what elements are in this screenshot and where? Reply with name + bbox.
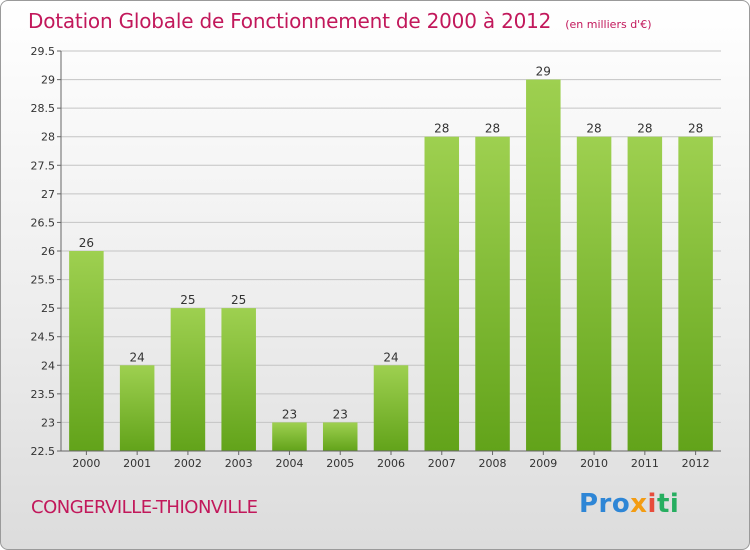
bar-value-label: 28: [586, 122, 601, 136]
bar: [170, 308, 206, 451]
y-tick-label: 24: [41, 359, 55, 372]
x-axis: 2000 2001 2002 2003 2004 2005 2006 2007 2008 2009…: [61, 450, 721, 470]
bar-value-label: 26: [79, 236, 94, 250]
bar-value-label: 25: [231, 293, 246, 307]
chart-title-text: Dotation Globale de Fonctionnement de 20…: [28, 9, 552, 33]
bar: [424, 136, 460, 451]
y-tick-label: 29.5: [31, 45, 56, 58]
x-tick-label: 2000: [72, 457, 100, 470]
bar-value-label: 23: [282, 407, 297, 421]
chart-subtitle: (en milliers d'€): [565, 18, 652, 31]
bar-chart: 22.5 23 23.5 24 24.5 25 25.5 26 26.5 27 27.5 28 28.5…: [31, 45, 721, 470]
bar: [322, 422, 358, 451]
x-tick-label: 2007: [428, 457, 456, 470]
bar: [475, 136, 510, 451]
commune-name: CONGERVILLE-THIONVILLE: [31, 497, 258, 518]
y-tick-label: 26.5: [31, 216, 56, 229]
bar: [69, 251, 104, 451]
x-tick-label: 2002: [174, 457, 202, 470]
bar-value-label: 23: [333, 407, 348, 421]
y-tick-label: 26: [41, 245, 55, 258]
bar-value-label: 28: [485, 122, 500, 136]
bar-value-label: 28: [637, 122, 652, 136]
bar-value-label: 29: [536, 65, 551, 79]
y-tick-label: 25: [41, 302, 55, 315]
bar-value-label: 24: [130, 350, 145, 364]
bar: [627, 136, 663, 451]
bars: 26 24 25 25 23 23 24 28 28 29 28 28 28: [69, 65, 713, 452]
bar: [272, 422, 307, 451]
x-tick-label: 2011: [631, 457, 659, 470]
y-tick-label: 23.5: [31, 388, 56, 401]
x-tick-label: 2008: [479, 457, 507, 470]
x-tick-label: 2006: [377, 457, 405, 470]
x-tick-label: 2003: [225, 457, 253, 470]
bar-value-label: 25: [180, 293, 195, 307]
bar-value-label: 28: [434, 122, 449, 136]
chart-title: Dotation Globale de Fonctionnement de 20…: [28, 9, 651, 33]
y-tick-label: 27: [41, 188, 55, 201]
bar: [221, 308, 256, 451]
y-tick-label: 28: [41, 131, 55, 144]
x-tick-label: 2012: [682, 457, 710, 470]
x-tick-label: 2010: [580, 457, 608, 470]
bar-value-label: 24: [383, 350, 398, 364]
y-tick-label: 29: [41, 74, 55, 87]
bar: [678, 136, 713, 451]
x-tick-label: 2005: [326, 457, 354, 470]
proxiti-logo: Proxiti: [579, 489, 679, 519]
y-tick-label: 22.5: [31, 445, 56, 458]
bar: [373, 365, 409, 451]
bar-value-label: 28: [688, 122, 703, 136]
x-tick-label: 2004: [275, 457, 303, 470]
x-tick-label: 2009: [529, 457, 557, 470]
y-tick-label: 24.5: [31, 331, 56, 344]
bar: [526, 79, 561, 452]
y-tick-label: 23: [41, 416, 55, 429]
logo-part-1: Pro: [579, 489, 631, 519]
y-tick-label: 27.5: [31, 159, 56, 172]
logo-part-2: x: [630, 489, 648, 519]
x-tick-label: 2001: [123, 457, 151, 470]
bar: [119, 365, 155, 451]
y-tick-label: 25.5: [31, 274, 56, 287]
logo-part-3: i: [647, 489, 657, 519]
y-axis: 22.5 23 23.5 24 24.5 25 25.5 26 26.5 27 27.5 28 28.5…: [31, 45, 62, 458]
logo-part-4: ti: [656, 489, 680, 519]
bar: [576, 136, 612, 451]
y-tick-label: 28.5: [31, 102, 56, 115]
